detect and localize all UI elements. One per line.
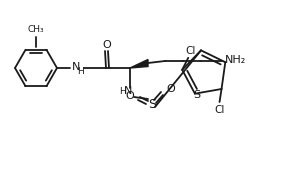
Text: O: O	[102, 40, 111, 50]
Text: Cl: Cl	[185, 46, 196, 56]
Text: S: S	[193, 90, 200, 100]
Text: N: N	[124, 86, 132, 96]
Text: N: N	[72, 62, 80, 72]
Text: S: S	[148, 98, 156, 111]
Text: H: H	[78, 68, 84, 76]
Text: NH₂: NH₂	[224, 55, 246, 65]
Text: O: O	[126, 91, 134, 101]
Text: O: O	[167, 84, 175, 94]
Text: CH₃: CH₃	[28, 25, 44, 35]
Text: H: H	[119, 87, 125, 96]
Polygon shape	[130, 59, 148, 68]
Text: Cl: Cl	[215, 105, 225, 115]
